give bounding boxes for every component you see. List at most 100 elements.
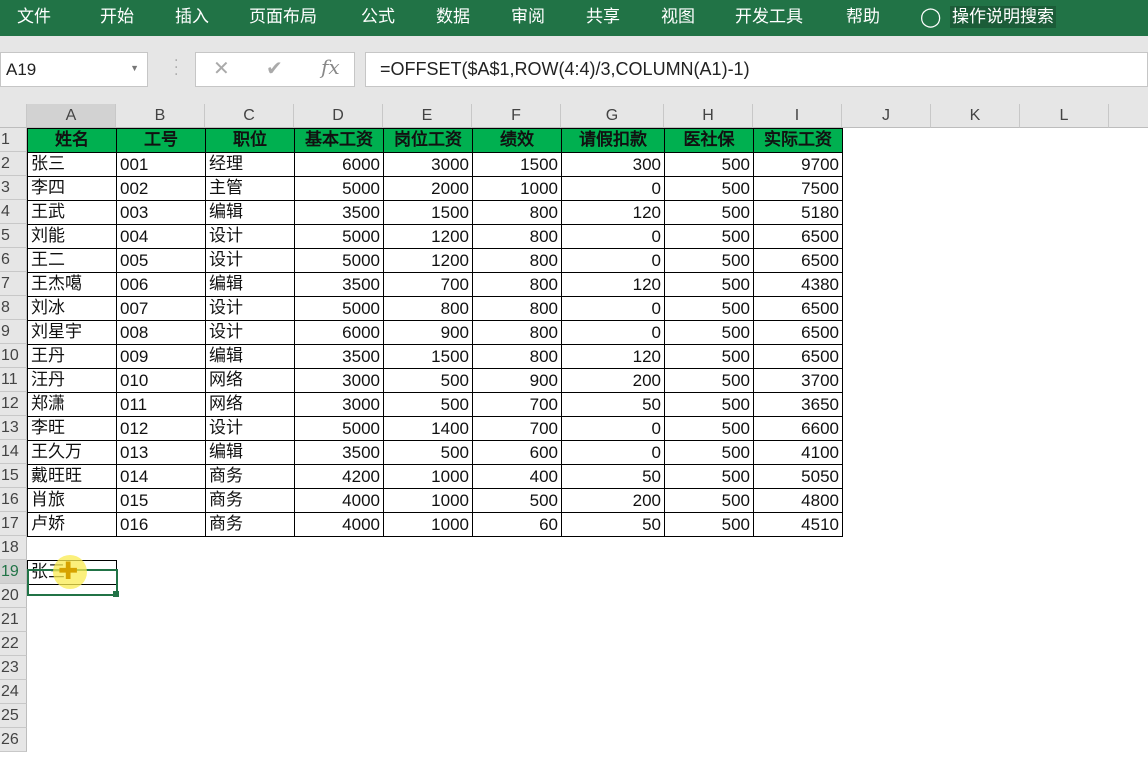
data-cell[interactable]: 4200 (294, 464, 384, 489)
row-header-26[interactable]: 26 (0, 728, 27, 752)
data-cell[interactable]: 3000 (294, 392, 384, 417)
data-cell[interactable]: 商务 (205, 512, 295, 537)
data-cell[interactable]: 011 (116, 392, 206, 417)
column-header-H[interactable]: H (664, 104, 753, 128)
data-cell[interactable]: 网络 (205, 368, 295, 393)
data-cell[interactable]: 商务 (205, 464, 295, 489)
data-cell[interactable]: 设计 (205, 296, 295, 321)
row-header-14[interactable]: 14 (0, 440, 27, 464)
data-cell[interactable]: 设计 (205, 416, 295, 441)
row-header-21[interactable]: 21 (0, 608, 27, 632)
data-cell[interactable]: 5000 (294, 224, 384, 249)
data-cell[interactable]: 900 (383, 320, 473, 345)
data-cell[interactable]: 800 (472, 248, 562, 273)
data-cell[interactable]: 001 (116, 152, 206, 177)
menu-9[interactable]: 开发工具 (735, 7, 803, 27)
data-cell[interactable]: 500 (664, 272, 754, 297)
data-cell[interactable]: 1000 (383, 488, 473, 513)
data-cell[interactable]: 0 (561, 248, 665, 273)
data-cell[interactable]: 500 (664, 464, 754, 489)
data-cell[interactable]: 汪丹 (27, 368, 117, 393)
row-header-23[interactable]: 23 (0, 656, 27, 680)
column-header-L[interactable]: L (1020, 104, 1109, 128)
data-cell[interactable]: 郑潇 (27, 392, 117, 417)
data-cell[interactable]: 800 (383, 296, 473, 321)
data-cell[interactable]: 500 (664, 248, 754, 273)
row-header-6[interactable]: 6 (0, 248, 27, 272)
data-cell[interactable]: 200 (561, 488, 665, 513)
chevron-down-icon[interactable]: ▼ (130, 63, 139, 73)
data-cell[interactable]: 6500 (753, 320, 843, 345)
data-cell[interactable]: 002 (116, 176, 206, 201)
data-cell[interactable]: 戴旺旺 (27, 464, 117, 489)
select-all-corner[interactable] (0, 104, 27, 128)
row-header-13[interactable]: 13 (0, 416, 27, 440)
row-header-4[interactable]: 4 (0, 200, 27, 224)
column-header-J[interactable]: J (842, 104, 931, 128)
data-cell[interactable]: 015 (116, 488, 206, 513)
row-header-22[interactable]: 22 (0, 632, 27, 656)
row-header-10[interactable]: 10 (0, 344, 27, 368)
data-cell[interactable]: 700 (472, 416, 562, 441)
menu-7[interactable]: 共享 (586, 7, 620, 27)
data-cell[interactable]: 3650 (753, 392, 843, 417)
row-header-12[interactable]: 12 (0, 392, 27, 416)
data-cell[interactable]: 6000 (294, 320, 384, 345)
header-cell[interactable]: 实际工资 (753, 128, 843, 153)
data-cell[interactable]: 006 (116, 272, 206, 297)
data-cell[interactable]: 500 (664, 488, 754, 513)
data-cell[interactable]: 60 (472, 512, 562, 537)
data-cell[interactable]: 0 (561, 224, 665, 249)
header-cell[interactable]: 绩效 (472, 128, 562, 153)
data-cell[interactable]: 4380 (753, 272, 843, 297)
data-cell[interactable]: 005 (116, 248, 206, 273)
data-cell[interactable]: 5000 (294, 176, 384, 201)
menu-10[interactable]: 帮助 (846, 7, 880, 27)
data-cell[interactable]: 5180 (753, 200, 843, 225)
data-cell[interactable]: 50 (561, 392, 665, 417)
data-cell[interactable]: 刘星宇 (27, 320, 117, 345)
row-header-3[interactable]: 3 (0, 176, 27, 200)
row-header-17[interactable]: 17 (0, 512, 27, 536)
row-header-8[interactable]: 8 (0, 296, 27, 320)
data-cell[interactable]: 7500 (753, 176, 843, 201)
column-header-B[interactable]: B (116, 104, 205, 128)
header-cell[interactable]: 医社保 (664, 128, 754, 153)
data-cell[interactable]: 4000 (294, 512, 384, 537)
data-cell[interactable]: 主管 (205, 176, 295, 201)
data-cell[interactable]: 张三 (27, 152, 117, 177)
data-cell[interactable]: 王久万 (27, 440, 117, 465)
data-cell[interactable]: 500 (664, 440, 754, 465)
data-cell[interactable]: 014 (116, 464, 206, 489)
data-cell[interactable]: 1500 (383, 344, 473, 369)
column-header-G[interactable]: G (561, 104, 664, 128)
data-cell[interactable]: 4000 (294, 488, 384, 513)
data-cell[interactable]: 王丹 (27, 344, 117, 369)
row-header-18[interactable]: 18 (0, 536, 27, 560)
menu-1[interactable]: 开始 (100, 7, 134, 27)
data-cell[interactable]: 500 (383, 368, 473, 393)
data-cell[interactable]: 商务 (205, 488, 295, 513)
data-cell[interactable]: 007 (116, 296, 206, 321)
data-cell[interactable]: 1000 (383, 464, 473, 489)
data-cell[interactable]: 0 (561, 440, 665, 465)
menu-3[interactable]: 页面布局 (249, 7, 317, 27)
header-cell[interactable]: 姓名 (27, 128, 117, 153)
data-cell[interactable]: 016 (116, 512, 206, 537)
data-cell[interactable]: 600 (472, 440, 562, 465)
header-cell[interactable]: 工号 (116, 128, 206, 153)
column-header-A[interactable]: A (27, 104, 116, 128)
name-box[interactable]: A19 ▼ (0, 52, 148, 87)
data-cell[interactable]: 编辑 (205, 200, 295, 225)
data-cell[interactable]: 编辑 (205, 440, 295, 465)
data-cell[interactable]: 0 (561, 416, 665, 441)
search-tell-me[interactable]: 操作说明搜索 (950, 6, 1056, 28)
data-cell[interactable]: 500 (664, 320, 754, 345)
menu-6[interactable]: 审阅 (511, 7, 545, 27)
data-cell[interactable]: 500 (383, 392, 473, 417)
data-cell[interactable]: 500 (664, 152, 754, 177)
data-cell[interactable]: 经理 (205, 152, 295, 177)
data-cell[interactable]: 2000 (383, 176, 473, 201)
row-header-1[interactable]: 1 (0, 128, 27, 152)
column-header-I[interactable]: I (753, 104, 842, 128)
